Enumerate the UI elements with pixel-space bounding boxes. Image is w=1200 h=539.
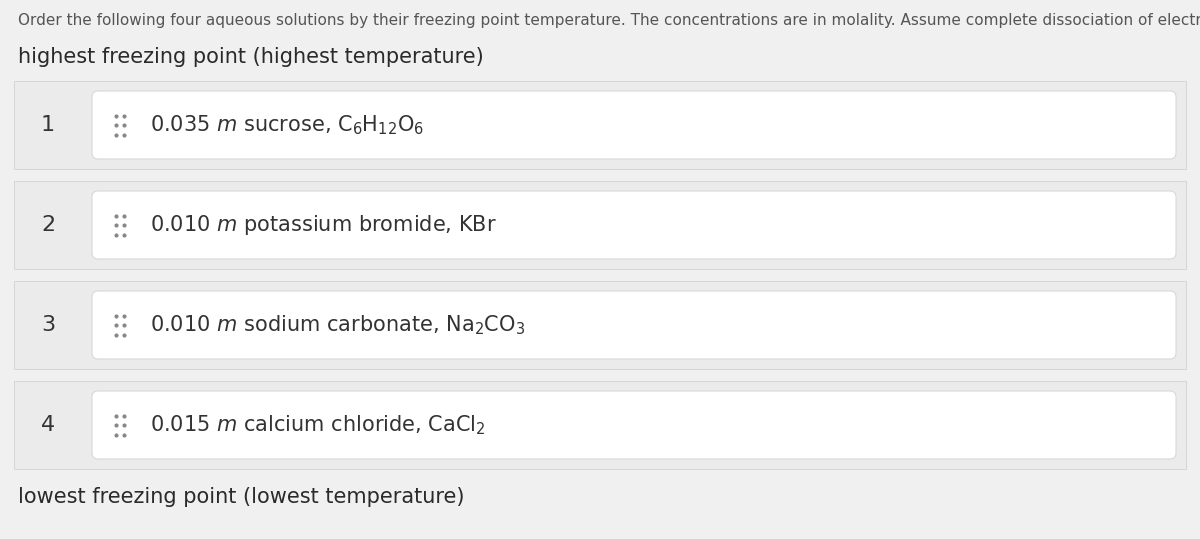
- Text: 1: 1: [41, 115, 55, 135]
- Text: 0.015 $\it{m}$ calcium chloride, CaCl$_2$: 0.015 $\it{m}$ calcium chloride, CaCl$_2…: [150, 413, 486, 437]
- Text: 0.010 $\it{m}$ potassium bromide, KBr: 0.010 $\it{m}$ potassium bromide, KBr: [150, 213, 497, 237]
- FancyBboxPatch shape: [92, 391, 1176, 459]
- FancyBboxPatch shape: [14, 381, 1186, 469]
- Text: 0.010 $\it{m}$ sodium carbonate, Na$_2$CO$_3$: 0.010 $\it{m}$ sodium carbonate, Na$_2$C…: [150, 313, 526, 337]
- FancyBboxPatch shape: [92, 191, 1176, 259]
- FancyBboxPatch shape: [92, 91, 1176, 159]
- FancyBboxPatch shape: [92, 291, 1176, 359]
- Text: 4: 4: [41, 415, 55, 435]
- Text: 2: 2: [41, 215, 55, 235]
- FancyBboxPatch shape: [14, 81, 1186, 169]
- Text: lowest freezing point (lowest temperature): lowest freezing point (lowest temperatur…: [18, 487, 464, 507]
- Text: highest freezing point (highest temperature): highest freezing point (highest temperat…: [18, 47, 484, 67]
- Text: Order the following four aqueous solutions by their freezing point temperature. : Order the following four aqueous solutio…: [18, 13, 1200, 28]
- Text: 3: 3: [41, 315, 55, 335]
- Text: 0.035 $\it{m}$ sucrose, C$_6$H$_{12}$O$_6$: 0.035 $\it{m}$ sucrose, C$_6$H$_{12}$O$_…: [150, 113, 424, 137]
- FancyBboxPatch shape: [14, 281, 1186, 369]
- FancyBboxPatch shape: [14, 181, 1186, 269]
